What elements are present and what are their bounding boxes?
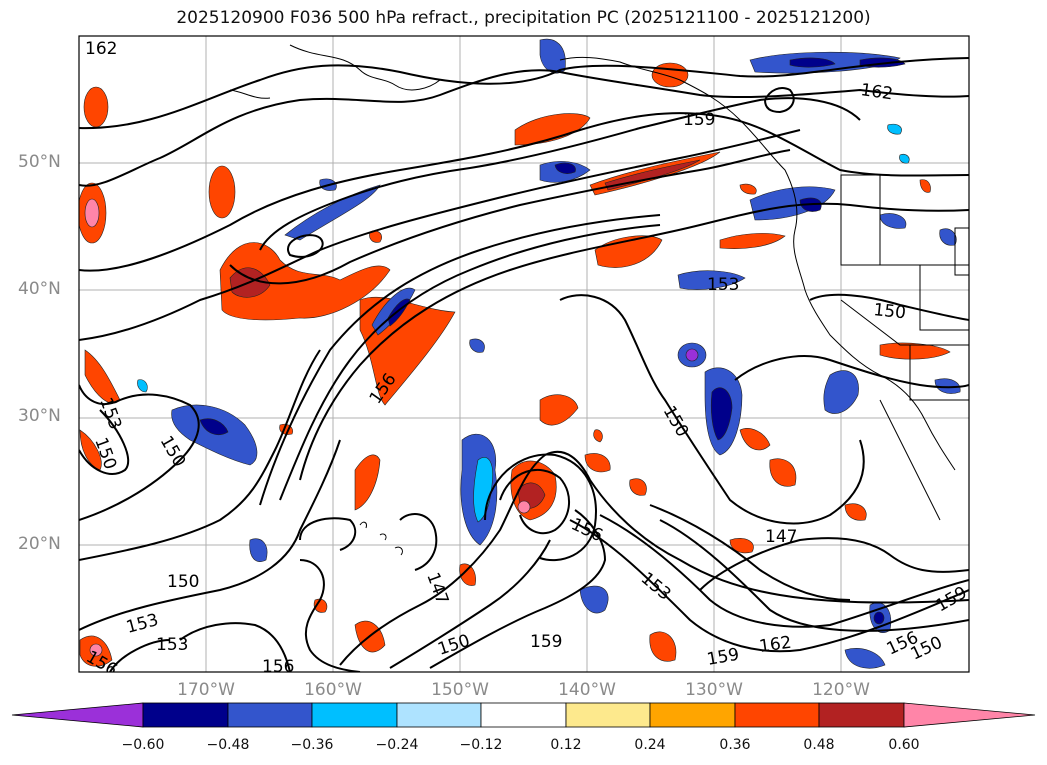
colorbar-tick-label: −0.12: [459, 737, 503, 753]
contour-label: 162: [758, 633, 793, 657]
contour-label: 159: [530, 632, 562, 652]
plot-frame: [78, 35, 970, 673]
lon-label: 160°W: [304, 680, 362, 700]
lat-label: 40°N: [18, 279, 61, 299]
colorbar-tick-label: 0.48: [803, 737, 835, 753]
colorbar-tick-label: 0.60: [888, 737, 920, 753]
colorbar-tick-label: −0.24: [375, 737, 419, 753]
colorbar-extend-low: [11, 702, 144, 728]
colorbar-tick-label: 0.24: [634, 737, 666, 753]
contour-label: 150: [167, 572, 199, 592]
map-title: 2025120900 F036 500 hPa refract., precip…: [176, 8, 871, 28]
contour-label: 162: [85, 39, 117, 59]
coastlines: [229, 44, 969, 556]
colorbar-tick-label: 0.36: [719, 737, 751, 753]
lat-label: 30°N: [18, 406, 61, 426]
colorbar-extend-high: [903, 702, 1036, 728]
contour-label: 162: [859, 80, 894, 104]
lat-label: 20°N: [18, 534, 61, 554]
contour-label: 147: [765, 527, 797, 547]
contour-label: 156: [262, 657, 294, 677]
lon-label: 170°W: [177, 680, 235, 700]
colorbar: [11, 702, 1036, 728]
colorbar-tick-label: −0.36: [290, 737, 334, 753]
contour-label: 159: [683, 110, 715, 130]
colorbar-tick-label: −0.60: [121, 737, 165, 753]
lon-label: 120°W: [812, 680, 870, 700]
contour-label: 150: [872, 300, 906, 323]
colorbar-tick-label: −0.48: [206, 737, 250, 753]
colorbar-tick-label: 0.12: [550, 737, 582, 753]
precip-negative-areas: [137, 38, 961, 669]
lon-label: 130°W: [685, 680, 743, 700]
lon-label: 150°W: [431, 680, 489, 700]
contour-label: 153: [156, 635, 188, 655]
lat-label: 50°N: [18, 152, 61, 172]
lon-label: 140°W: [558, 680, 616, 700]
refractivity-contours: [79, 57, 969, 672]
contour-label: 153: [707, 275, 739, 295]
